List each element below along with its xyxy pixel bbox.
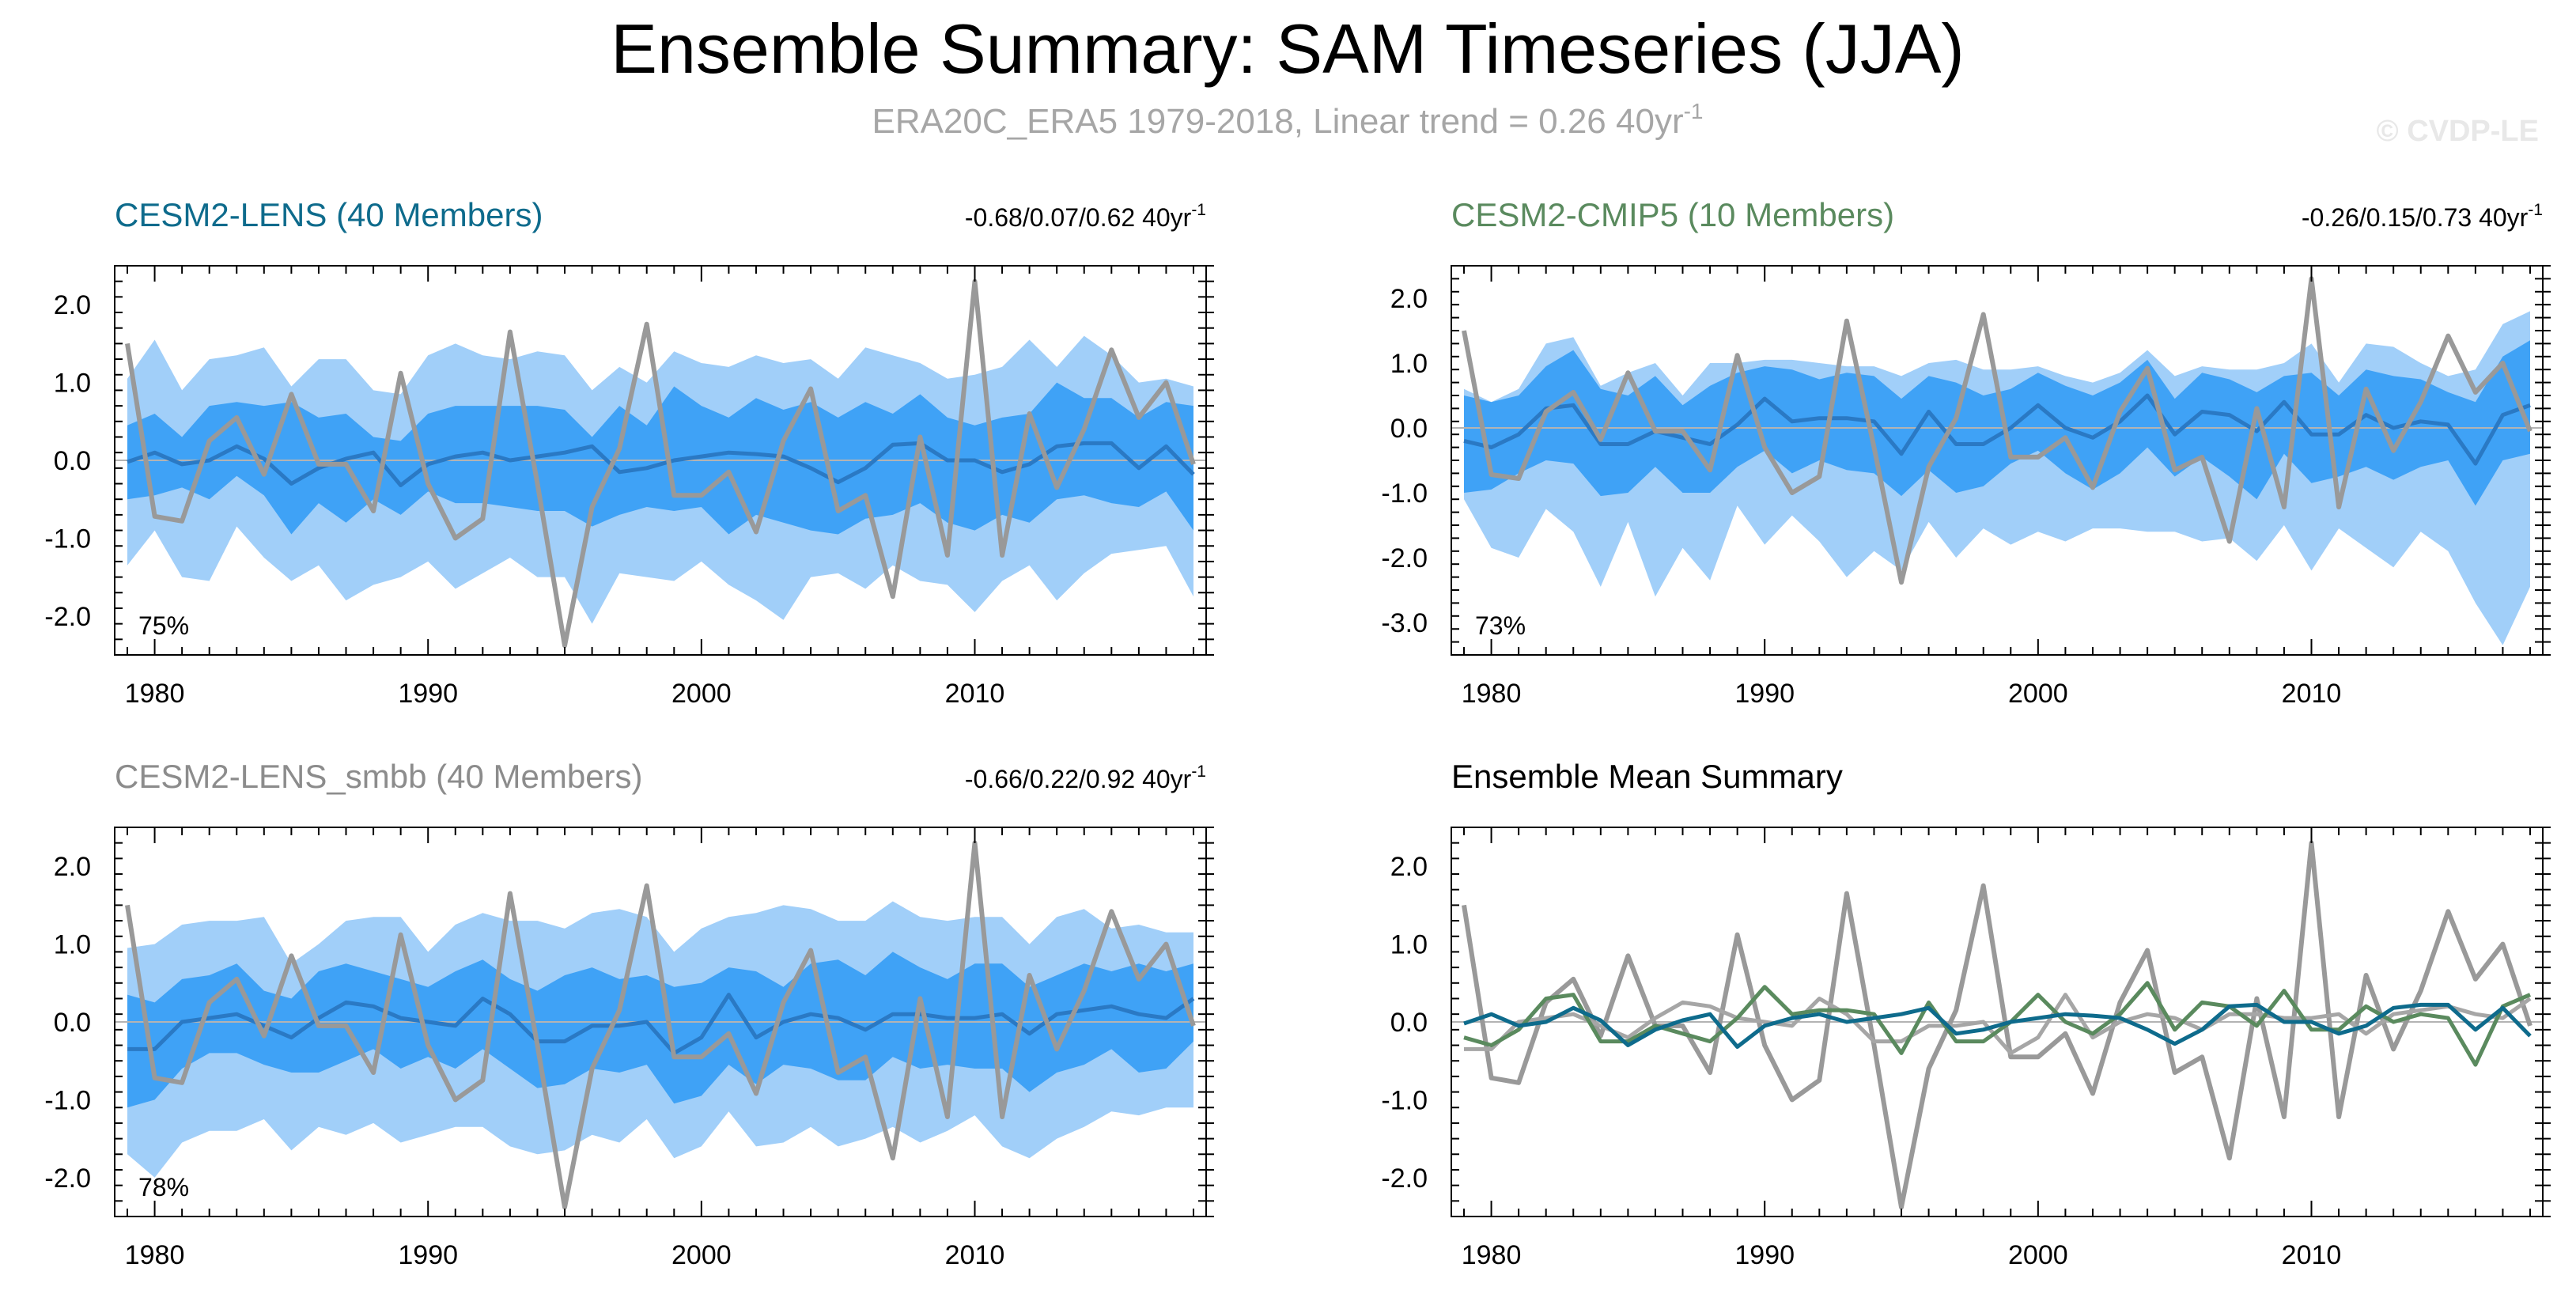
figure-subtitle-sup: -1 — [1684, 99, 1704, 123]
y-tick-label: 2.0 — [54, 852, 91, 882]
inner-spread-band — [127, 382, 1193, 535]
panel-lens: CESM2-LENS (40 Members) -0.68/0.07/0.62 4… — [44, 196, 1214, 709]
ensemble-mean-line — [1463, 393, 2531, 466]
ensemble-mean-line — [127, 441, 1195, 487]
x-tick-label: 2000 — [671, 679, 732, 709]
trend-label-sup: -1 — [1191, 201, 1206, 219]
panel-title: Ensemble Mean Summary — [1451, 758, 1843, 795]
x-tick-label: 2010 — [2282, 679, 2342, 709]
observations-line — [125, 840, 1196, 1210]
y-tick-label: 0.0 — [54, 1008, 91, 1038]
y-tick-label: -1.0 — [1381, 479, 1428, 509]
x-tick-label: 2000 — [2008, 679, 2068, 709]
y-tick-label: -2.0 — [44, 602, 91, 632]
figure-subtitle: ERA20C_ERA5 1979-2018, Linear trend = 0.… — [872, 99, 1703, 141]
panel-title: CESM2-LENS_smbb (40 Members) — [115, 758, 643, 795]
ensemble-mean-line — [127, 993, 1195, 1055]
x-tick-label: 1990 — [1734, 679, 1795, 709]
series-line-cesm2-lens — [1463, 1002, 2532, 1049]
x-tick-label: 1980 — [1462, 679, 1522, 709]
inner-spread-band — [127, 952, 1193, 1108]
x-tick-label: 2010 — [2282, 1240, 2342, 1270]
y-tick-label: 2.0 — [1390, 284, 1428, 314]
y-tick-label: 1.0 — [54, 930, 91, 960]
trend-label-sup: -1 — [1191, 762, 1206, 781]
y-tick-label: -1.0 — [1381, 1085, 1428, 1115]
percent-label: 75% — [138, 611, 189, 640]
y-tick-label: -3.0 — [1381, 608, 1428, 638]
y-tick-label: 0.0 — [54, 446, 91, 476]
y-tick-label: 1.0 — [1390, 349, 1428, 379]
y-tick-label: 2.0 — [54, 290, 91, 320]
plot-frame — [114, 827, 1207, 1217]
y-tick-label: -1.0 — [44, 524, 91, 554]
panel-cmip5: CESM2-CMIP5 (10 Members) -0.26/0.15/0.73 … — [1381, 196, 2551, 709]
y-tick-label: 0.0 — [1390, 1008, 1428, 1038]
y-tick-label: 1.0 — [54, 369, 91, 399]
figure-title: Ensemble Summary: SAM Timeseries (JJA) — [611, 9, 1965, 88]
plot-frame — [1451, 827, 2544, 1217]
series-line-cesm2-lens-smbb — [1464, 993, 2532, 1055]
panel-title: CESM2-CMIP5 (10 Members) — [1451, 196, 1894, 233]
x-tick-label: 2010 — [945, 679, 1005, 709]
trend-label-main: -0.26/0.15/0.73 40yr — [2302, 203, 2529, 232]
x-tick-label: 1990 — [398, 1240, 458, 1270]
y-tick-label: 0.0 — [1390, 414, 1428, 444]
panels: CESM2-LENS (40 Members) -0.68/0.07/0.62 4… — [44, 196, 2551, 1270]
y-tick-label: 2.0 — [1390, 852, 1428, 882]
x-tick-label: 1980 — [125, 1240, 185, 1270]
x-tick-label: 2010 — [945, 1240, 1005, 1270]
y-tick-label: -1.0 — [44, 1085, 91, 1115]
x-tick-label: 1980 — [125, 679, 185, 709]
x-tick-label: 1980 — [1462, 1240, 1522, 1270]
plot-frame — [114, 265, 1207, 656]
panel-summary: Ensemble Mean Summary 1980 1990 2000 2010 2.0… — [1381, 758, 2551, 1270]
series-line-cesm2-cmip5 — [1463, 981, 2531, 1067]
trend-label: -0.68/0.07/0.62 40yr-1 — [965, 201, 1206, 232]
trend-label: -0.66/0.22/0.92 40yr-1 — [965, 762, 1206, 793]
percent-label: 73% — [1475, 611, 1526, 640]
y-tick-label: -2.0 — [44, 1164, 91, 1194]
observations-line — [1462, 276, 2532, 585]
series-line-observations — [1462, 840, 2532, 1210]
percent-label: 78% — [138, 1173, 189, 1201]
y-tick-label: -2.0 — [1381, 1164, 1428, 1194]
y-tick-label: -2.0 — [1381, 543, 1428, 573]
watermark: © CVDP-LE — [2377, 115, 2539, 148]
x-tick-label: 1990 — [398, 679, 458, 709]
figure-subtitle-main: ERA20C_ERA5 1979-2018, Linear trend = 0.… — [872, 102, 1683, 141]
y-tick-label: 1.0 — [1390, 930, 1428, 960]
x-tick-label: 2000 — [2008, 1240, 2068, 1270]
x-tick-label: 1990 — [1734, 1240, 1795, 1270]
x-tick-label: 2000 — [671, 1240, 732, 1270]
trend-label-sup: -1 — [2528, 201, 2543, 219]
trend-label-main: -0.68/0.07/0.62 40yr — [965, 203, 1192, 232]
panel-smbb: CESM2-LENS_smbb (40 Members) -0.66/0.22/0… — [44, 758, 1214, 1270]
observations-line — [125, 278, 1196, 649]
panel-title: CESM2-LENS (40 Members) — [115, 196, 543, 233]
trend-label-main: -0.66/0.22/0.92 40yr — [965, 765, 1192, 793]
trend-label: -0.26/0.15/0.73 40yr-1 — [2302, 201, 2543, 232]
